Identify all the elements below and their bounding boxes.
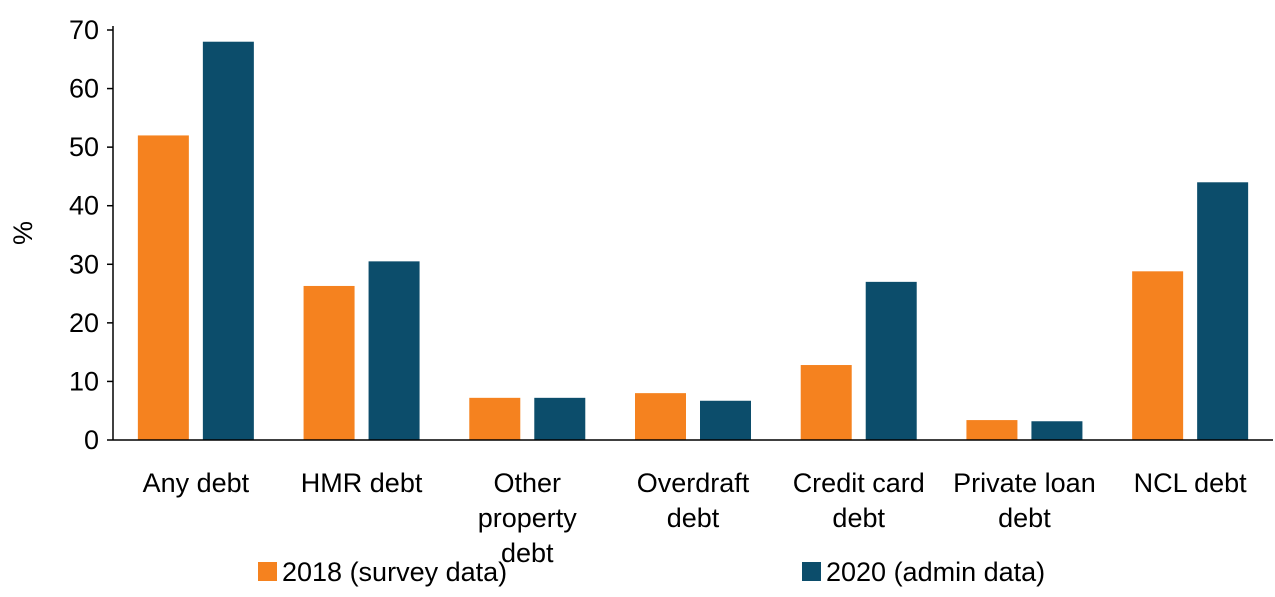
x-category-label-line: property [478,503,578,533]
x-category-label: Credit card debt [793,468,925,533]
bar-series-2-2 [534,397,586,440]
x-category-label: HMR debt [301,468,423,498]
x-category-label-line: Credit card [793,468,925,498]
x-category-label: NCL debt [1134,468,1248,498]
y-tick-label: 0 [84,425,99,455]
bar-series-2-6 [1197,182,1249,441]
x-category-label-line: debt [501,538,554,568]
y-axis-title: % [8,221,38,245]
y-tick-label: 40 [69,191,99,221]
bar-series-1-5 [966,420,1018,440]
x-category-label-line: Any debt [143,468,250,498]
legend-label-1: 2018 (survey data) [282,557,507,587]
bar-series-2-1 [368,261,420,440]
y-tick-labels: 0 10 20 30 40 50 60 70 [69,15,113,455]
axes [112,26,1273,441]
legend-swatch-2 [802,562,821,581]
y-tick-label: 20 [69,308,99,338]
y-tick-label: 10 [69,366,99,396]
bar-series-2-4 [865,281,917,440]
bar-series-1-3 [635,393,686,440]
x-category-label-line: Other [494,468,562,498]
y-tick-label: 50 [69,132,99,162]
x-category-label-line: debt [667,503,720,533]
x-category-label-line: debt [998,503,1051,533]
x-category-label: Overdraft debt [637,468,750,533]
x-category-label-line: Overdraft [637,468,750,498]
x-category-label-line: debt [832,503,885,533]
bar-series-1-2 [469,397,521,440]
x-category-label-line: Private loan [953,468,1096,498]
x-category-label: Private loan debt [953,468,1096,533]
legend-label-2: 2020 (admin data) [826,557,1045,587]
bar-series-1-4 [800,365,852,440]
x-category-labels: Any debt HMR debt Other property debtOverdra… [143,468,1248,568]
bar-series-2-3 [700,400,751,440]
legend: 2018 (survey data) 2020 (admin data) [258,557,1045,587]
x-category-label: Other property debt [478,468,578,568]
x-category-label: Any debt [143,468,250,498]
y-tick-label: 70 [69,15,99,45]
bar-series-2-0 [202,41,254,440]
bar-series-2-5 [1031,421,1083,440]
legend-swatch-1 [258,562,277,581]
x-category-label-line: HMR debt [301,468,423,498]
bar-series-1-6 [1132,271,1184,440]
bar-series-1-0 [137,135,189,440]
y-tick-label: 60 [69,74,99,104]
bars [137,41,1249,441]
y-axis-title-group: % [8,221,38,245]
x-category-label-line: NCL debt [1134,468,1248,498]
y-tick-label: 30 [69,249,99,279]
bar-series-1-1 [303,285,355,440]
